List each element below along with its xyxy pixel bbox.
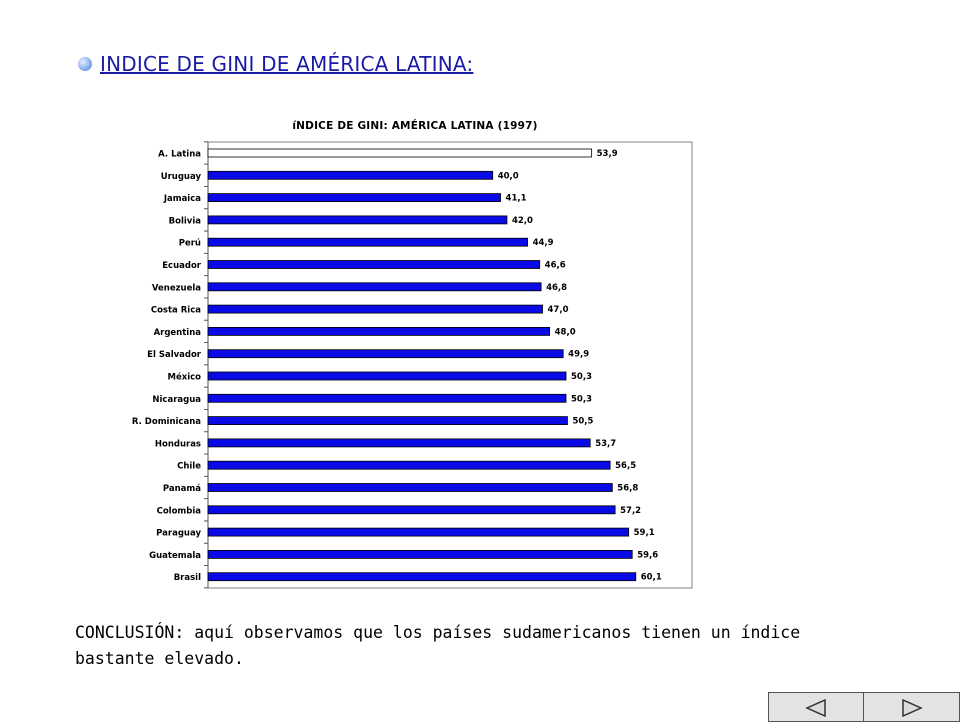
category-label: Bolivia [169, 216, 202, 226]
data-label: 50,5 [572, 417, 593, 427]
bar [207, 416, 568, 426]
category-label: Colombia [157, 506, 202, 516]
data-label: 44,9 [533, 238, 554, 248]
category-label: Argentina [154, 328, 202, 338]
category-label: Guatemala [149, 551, 201, 561]
bar [207, 460, 611, 470]
data-label: 40,0 [498, 171, 519, 181]
data-label: 46,6 [545, 261, 566, 271]
data-label: 56,8 [617, 484, 638, 494]
slide-nav [768, 692, 960, 722]
bar [207, 393, 567, 403]
category-label: Brasil [174, 573, 201, 583]
bar [207, 170, 494, 180]
data-label: 48,0 [555, 327, 576, 337]
bullet-icon [78, 57, 92, 71]
data-label: 60,1 [641, 573, 662, 583]
bar [207, 549, 633, 559]
data-label: 59,1 [634, 528, 655, 538]
category-label: Perú [179, 239, 201, 249]
bar [207, 282, 542, 292]
heading-link[interactable]: INDICE DE GINI DE AMÉRICA LATINA: [100, 52, 474, 76]
category-label: Chile [177, 462, 201, 472]
category-label: R. Dominicana [132, 417, 201, 427]
bar [207, 193, 501, 202]
conclusion-text: CONCLUSIÓN: aquí observamos que los país… [75, 623, 801, 668]
data-label: 50,3 [571, 372, 592, 382]
data-label: 46,8 [546, 283, 567, 293]
triangle-right-icon [901, 699, 923, 717]
data-label: 49,9 [568, 350, 589, 360]
previous-button[interactable] [768, 692, 864, 722]
category-label: A. Latina [158, 150, 201, 160]
plot-frame [207, 141, 693, 589]
bar [207, 349, 564, 359]
category-label: Costa Rica [151, 306, 201, 316]
data-label: 57,2 [620, 506, 641, 516]
chart-title: íNDICE DE GINI: AMÉRICA LATINA (1997) [292, 120, 538, 132]
category-label: Nicaragua [152, 395, 201, 405]
category-label: Honduras [155, 439, 201, 449]
data-label: 53,9 [597, 149, 618, 159]
bar [207, 505, 616, 515]
bar [207, 483, 613, 492]
bar [207, 215, 508, 225]
data-label: 42,0 [512, 216, 533, 226]
heading-row: INDICE DE GINI DE AMÉRICA LATINA: [78, 52, 473, 76]
gini-chart: A. Latina 53,9 Uruguay 40,0 Jamaica 41,1 Boliv… [130, 112, 700, 592]
data-label: 53,7 [595, 439, 616, 449]
category-label: Ecuador [162, 261, 202, 271]
category-label: Paraguay [156, 529, 201, 539]
bar [207, 237, 528, 247]
data-label: 59,6 [637, 550, 658, 560]
bar [207, 527, 630, 537]
category-label: Uruguay [161, 172, 202, 182]
category-label: Panamá [163, 484, 201, 494]
bar [207, 304, 543, 314]
category-label: El Salvador [147, 350, 202, 360]
bar [207, 260, 541, 269]
data-label: 47,0 [548, 305, 569, 315]
next-button[interactable] [864, 692, 960, 722]
bar [207, 326, 551, 336]
triangle-left-icon [805, 699, 826, 717]
data-label: 56,5 [615, 461, 636, 471]
category-label: Jamaica [163, 194, 201, 204]
bar [207, 572, 637, 582]
chart-svg: A. Latina 53,9 Uruguay 40,0 Jamaica 41,1 Boliv… [132, 141, 693, 589]
data-label: 50,3 [571, 394, 592, 404]
bar [207, 371, 567, 381]
category-label: México [168, 372, 202, 383]
category-label: Venezuela [152, 283, 201, 293]
bar [207, 148, 593, 158]
bar [207, 438, 591, 448]
data-label: 41,1 [506, 194, 527, 204]
